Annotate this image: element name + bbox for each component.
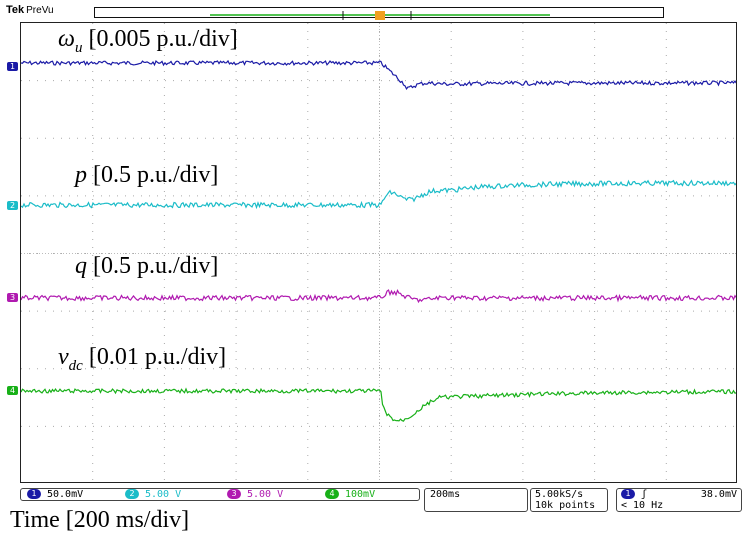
timebase-readout[interactable]: 200ms — [424, 488, 528, 512]
channel-2-marker: 2 — [7, 201, 18, 210]
trace-label-omega: ωu [0.005 p.u./div] — [58, 26, 238, 56]
ch2-scale[interactable]: 2 5.00 V — [125, 489, 181, 501]
trace-vdc — [21, 387, 736, 422]
record-window-indicator — [210, 11, 550, 20]
trigger-line-1: 1 ʃ 38.0mV — [621, 489, 737, 500]
scope-top-bar: Tek PreVu — [0, 0, 747, 22]
trigger-readout[interactable]: 1 ʃ 38.0mV < 10 Hz — [616, 488, 742, 512]
trace-q — [21, 289, 736, 304]
trace-p — [21, 179, 736, 210]
trace-omega — [21, 59, 736, 91]
channel-1-marker: 1 — [7, 62, 18, 71]
trigger-freq: < 10 Hz — [621, 500, 664, 511]
brand-label: Tek PreVu — [6, 4, 54, 16]
record-length: 10k points — [535, 500, 596, 511]
trace-label-q: q [0.5 p.u./div] — [75, 253, 219, 279]
channel-4-marker: 4 — [7, 386, 18, 395]
sample-rate: 5.00kS/s — [535, 489, 584, 500]
waveform-display — [20, 22, 737, 483]
ch4-scale[interactable]: 4 100mV — [325, 489, 375, 501]
channel-scale-readout[interactable]: 1 50.0mV 2 5.00 V 3 5.00 V 4 100mV — [20, 488, 420, 501]
ch3-scale[interactable]: 3 5.00 V — [227, 489, 283, 501]
graticule-and-traces — [21, 23, 736, 482]
record-position-bar — [94, 7, 664, 20]
ch1-scale[interactable]: 1 50.0mV — [27, 489, 83, 501]
acquisition-readout[interactable]: 5.00kS/s 10k points — [530, 488, 608, 512]
trace-label-p: p [0.5 p.u./div] — [75, 162, 219, 188]
x-axis-label: Time [200 ms/div] — [10, 507, 190, 533]
channel-3-marker: 3 — [7, 293, 18, 302]
trace-label-vdc: vdc [0.01 p.u./div] — [58, 344, 227, 374]
